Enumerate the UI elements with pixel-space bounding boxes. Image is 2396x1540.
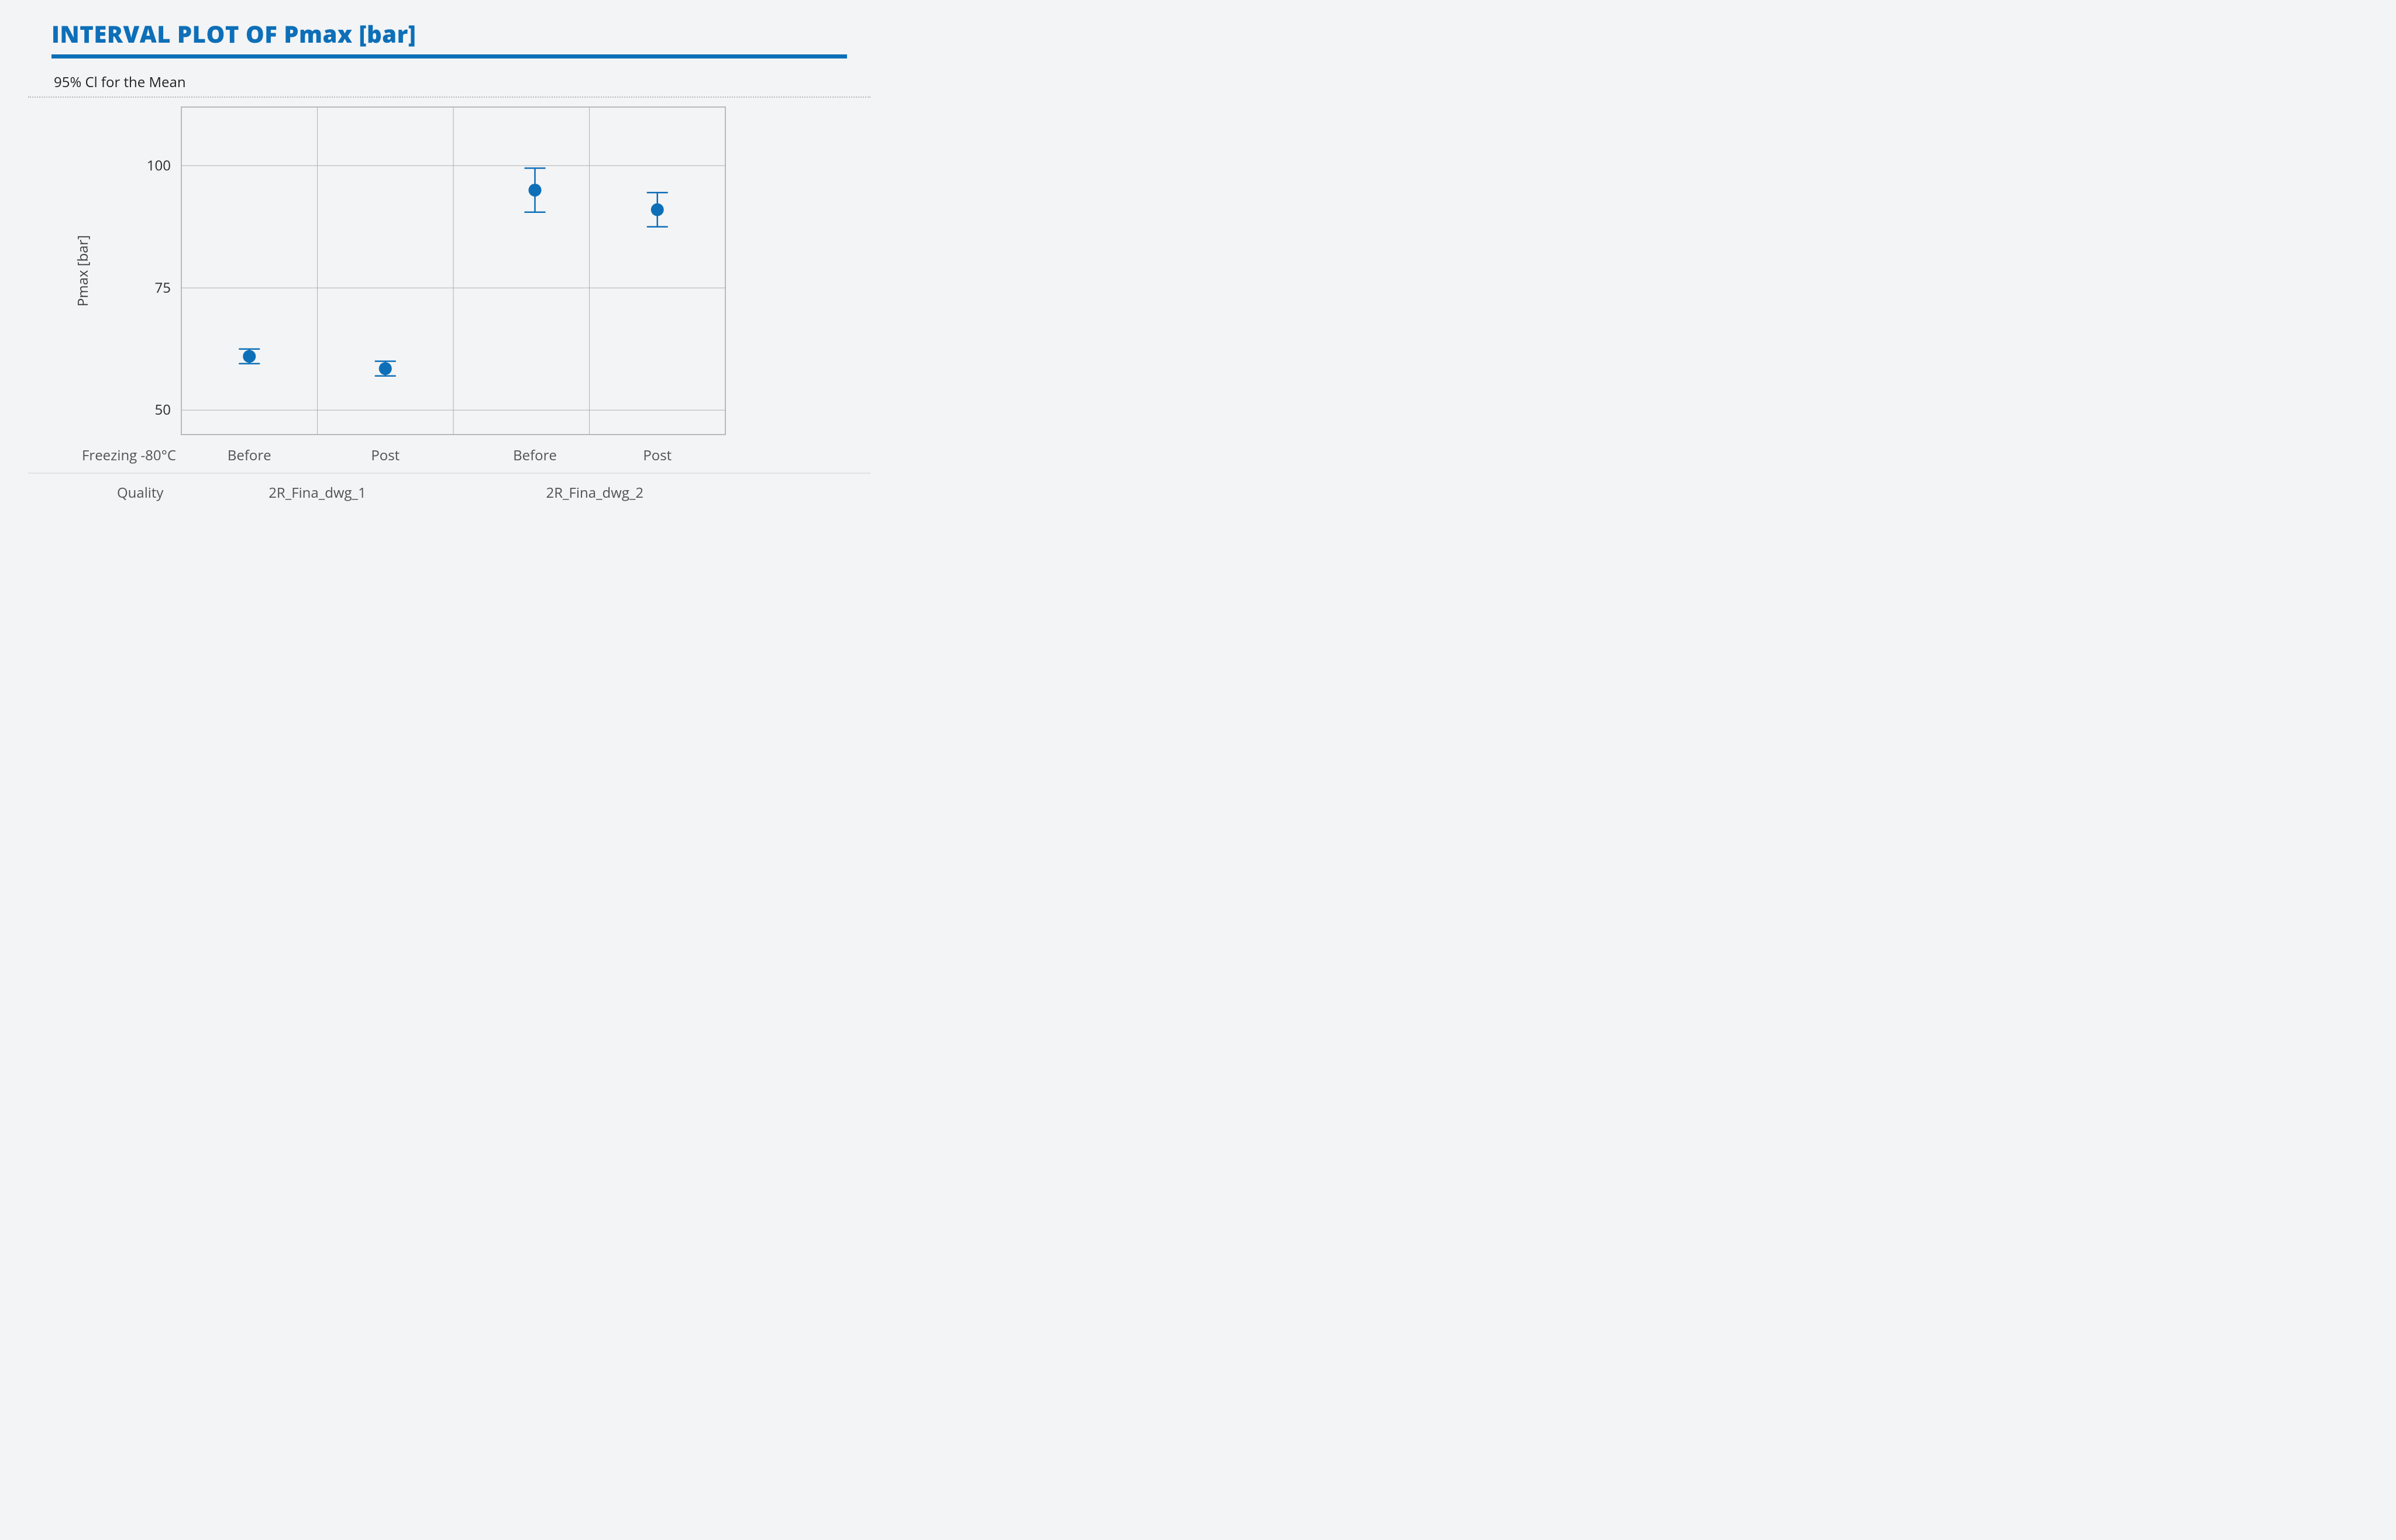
group-label: 2R_Fina_dwg_2 bbox=[546, 483, 643, 502]
chart-area: 50 75 100 Pmax [bar] Freezing -80°C Before Pos… bbox=[28, 101, 870, 557]
data-marker bbox=[651, 204, 664, 216]
x-tick-label: Post bbox=[643, 446, 672, 465]
chart-container: INTERVAL PLOT OF Pmax [bar] 95% Cl for t… bbox=[0, 0, 898, 578]
x-tick-label: Before bbox=[228, 446, 271, 465]
y-tick-label: 100 bbox=[147, 156, 171, 175]
chart-subtitle: 95% Cl for the Mean bbox=[54, 73, 870, 92]
y-tick-label: 75 bbox=[155, 278, 171, 297]
group-label: 2R_Fina_dwg_1 bbox=[268, 483, 366, 502]
x-tick-label: Post bbox=[371, 446, 400, 465]
title-underline bbox=[51, 54, 847, 58]
data-marker bbox=[379, 362, 392, 375]
data-marker bbox=[243, 350, 256, 363]
x-row1-title: Freezing -80°C bbox=[82, 446, 176, 465]
interval-plot-svg: 50 75 100 Pmax [bar] Freezing -80°C Before Pos… bbox=[28, 101, 870, 557]
x-tick-label: Before bbox=[513, 446, 557, 465]
chart-title: INTERVAL PLOT OF Pmax [bar] bbox=[51, 18, 870, 50]
y-axis-label: Pmax [bar] bbox=[73, 235, 92, 306]
subtitle-divider bbox=[28, 97, 870, 98]
x-row2-title: Quality bbox=[117, 483, 164, 502]
data-marker bbox=[529, 184, 542, 197]
y-tick-label: 50 bbox=[155, 400, 171, 419]
